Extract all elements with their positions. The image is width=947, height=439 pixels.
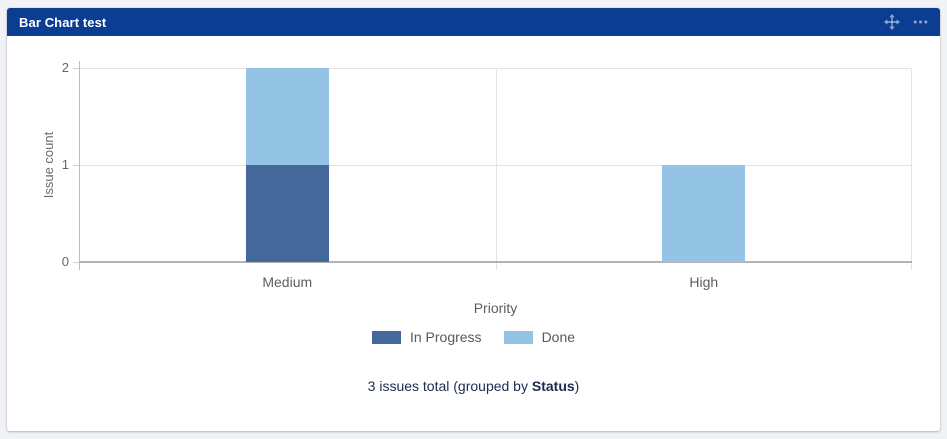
- legend-item-done[interactable]: Done: [503, 329, 576, 345]
- legend-swatch: [371, 330, 401, 344]
- x-axis-title: Priority: [473, 300, 518, 316]
- y-gridline: [79, 68, 912, 69]
- chart-legend: In Progress Done: [7, 329, 940, 345]
- legend-label: In Progress: [409, 329, 482, 345]
- y-gridline: [79, 165, 912, 166]
- gadget-header: Bar Chart test: [7, 8, 940, 36]
- summary-prefix: 3 issues total (grouped by: [367, 378, 532, 394]
- bar-chart-gadget: Bar Chart test: [7, 8, 940, 431]
- gadget-body: Issue count 0 1 2 Medium High Priority In Pr…: [7, 36, 940, 431]
- x-tick-label-medium: Medium: [262, 274, 313, 290]
- bar-chart-plot: 0 1 2 Medium High: [62, 60, 912, 290]
- y-tick-label: 2: [61, 60, 69, 75]
- plot-right-border: [911, 68, 912, 270]
- x-axis-line: [79, 261, 912, 263]
- summary-group-field: Status: [531, 378, 575, 394]
- x-tick-label-high: High: [689, 274, 719, 290]
- y-tick-label: 1: [61, 157, 69, 172]
- chart-summary: 3 issues total (grouped by Status): [7, 378, 940, 394]
- y-tick-mark: [73, 165, 79, 166]
- bar-segment-medium-in-progress[interactable]: [245, 165, 329, 262]
- band-separator: [496, 68, 497, 270]
- legend-swatch: [503, 330, 533, 344]
- move-icon[interactable]: [884, 14, 900, 30]
- summary-suffix: ): [574, 378, 580, 394]
- gadget-header-actions: [884, 14, 928, 30]
- gadget-title: Bar Chart test: [19, 14, 107, 30]
- y-tick-mark: [73, 262, 79, 263]
- legend-label: Done: [541, 329, 576, 345]
- bar-segment-medium-done[interactable]: [245, 68, 329, 165]
- y-axis-line: [79, 61, 80, 270]
- more-menu-icon[interactable]: [913, 15, 928, 29]
- y-tick-mark: [73, 68, 79, 69]
- legend-item-in-progress[interactable]: In Progress: [371, 329, 482, 345]
- y-tick-label: 0: [61, 254, 69, 269]
- bar-segment-high-done[interactable]: [662, 165, 746, 262]
